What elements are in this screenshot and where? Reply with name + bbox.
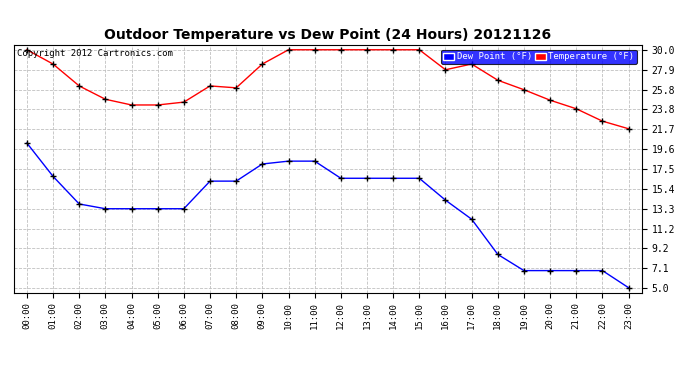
Title: Outdoor Temperature vs Dew Point (24 Hours) 20121126: Outdoor Temperature vs Dew Point (24 Hou… [104, 28, 551, 42]
Text: Copyright 2012 Cartronics.com: Copyright 2012 Cartronics.com [17, 49, 172, 58]
Legend: Dew Point (°F), Temperature (°F): Dew Point (°F), Temperature (°F) [441, 50, 637, 64]
